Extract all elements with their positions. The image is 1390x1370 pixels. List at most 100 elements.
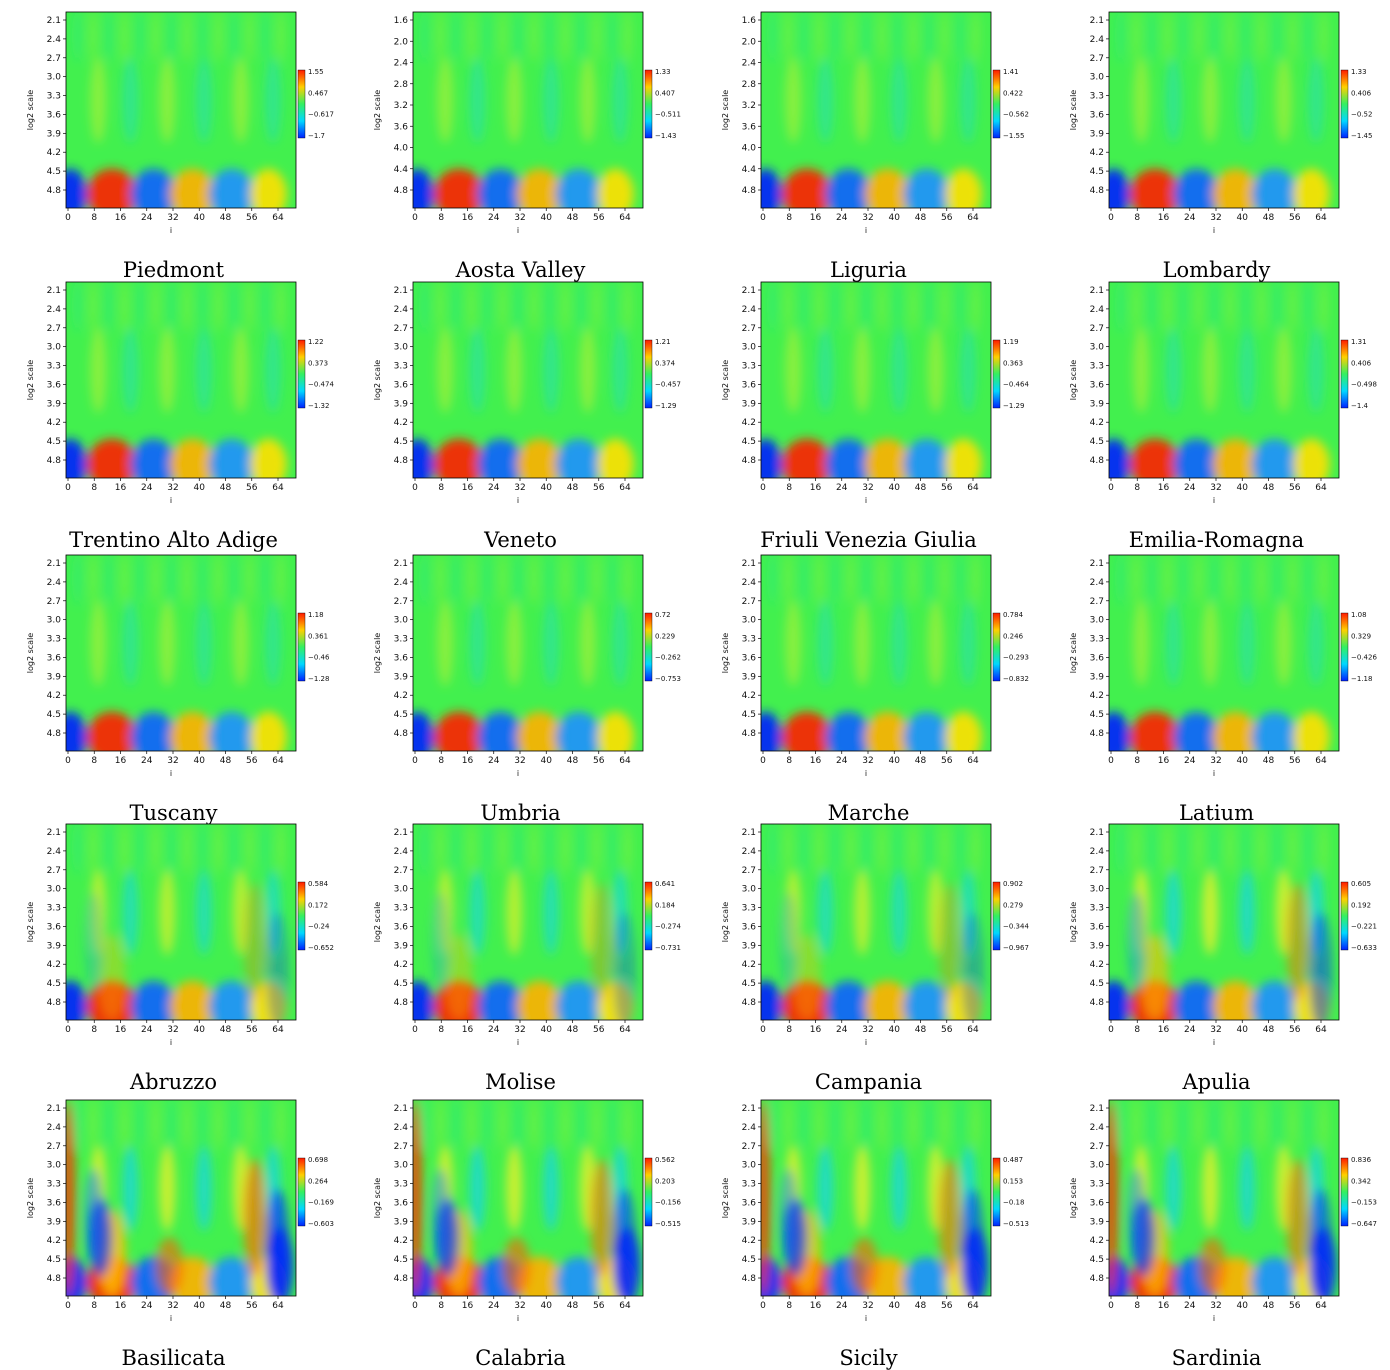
y-tick-label: 3.0	[47, 885, 62, 895]
colorbar-tick-label: 0.153	[1003, 1177, 1023, 1185]
y-tick-label: 3.6	[47, 1198, 62, 1208]
heatmap-veneto: 2.1 2.4 2.7 3.0 3.3 3.6 3.9 4.2 4.5 4.8 0 8 16 24 32 40…	[373, 281, 681, 505]
colorbar-tick-label: 0.363	[1003, 359, 1023, 367]
y-tick-label: 2.1	[47, 1104, 61, 1114]
x-tick-label: 24	[141, 1301, 153, 1311]
y-tick-label: 3.3	[742, 635, 756, 645]
x-tick-label: 64	[967, 483, 979, 493]
y-tick-label: 2.1	[47, 16, 61, 26]
heatmap-piedmont: 2.1 2.4 2.7 3.0 3.3 3.6 3.9 4.2 4.5 4.8 0 8 16 24 32 40…	[26, 11, 334, 235]
x-tick-label: 32	[514, 1025, 525, 1035]
x-tick-label: 16	[115, 1025, 127, 1035]
x-tick-label: 24	[488, 483, 500, 493]
colorbar-tick-label: 1.19	[1003, 338, 1019, 346]
x-tick-label: 16	[115, 483, 127, 493]
x-tick-label: 8	[786, 1025, 792, 1035]
x-tick-label: 64	[967, 756, 979, 766]
y-tick-label: 2.1	[47, 828, 61, 838]
y-tick-label: 3.6	[742, 653, 757, 663]
region-title: Latium	[1178, 801, 1255, 825]
region-title: Sardinia	[1171, 1346, 1262, 1370]
x-tick-label: 48	[567, 213, 579, 223]
x-tick-label: 0	[65, 1301, 71, 1311]
y-tick-label: 3.6	[394, 122, 409, 132]
colorbar-tick-label: −0.617	[308, 111, 334, 119]
x-tick-label: 0	[760, 756, 766, 766]
y-axis-label: log2 scale	[1069, 90, 1078, 131]
x-axis-label: i	[865, 1314, 867, 1323]
colorbar	[992, 612, 1001, 682]
colorbar-tick-label: −0.498	[1351, 381, 1377, 389]
colorbar-tick-label: 0.342	[1351, 1177, 1371, 1185]
y-tick-label: 3.3	[47, 635, 61, 645]
y-tick-label: 2.7	[1090, 324, 1104, 334]
colorbar-tick-label: 0.203	[655, 1177, 675, 1185]
y-tick-label: 3.3	[394, 904, 408, 914]
panel-liguria: 1.6 2.0 2.4 2.8 3.2 3.6 4.0 4.4 4.8 0 8 16 24 32 40 48 5…	[695, 0, 1042, 282]
colorbar	[644, 612, 653, 682]
colorbar-tick-label: 1.55	[308, 68, 324, 76]
x-tick-label: 0	[1108, 213, 1114, 223]
x-tick-label: 40	[889, 756, 901, 766]
colorbar-tick-label: −0.753	[655, 675, 681, 683]
x-tick-label: 8	[438, 213, 444, 223]
x-tick-label: 32	[167, 213, 178, 223]
y-tick-label: 3.9	[1090, 941, 1105, 951]
region-title: Emilia-Romagna	[1128, 528, 1305, 552]
x-axis-label: i	[1213, 1038, 1215, 1047]
x-tick-label: 40	[1237, 1301, 1249, 1311]
region-title: Calabria	[475, 1346, 566, 1370]
y-tick-label: 3.6	[394, 653, 409, 663]
x-tick-label: 0	[65, 213, 71, 223]
colorbar-tick-label: 0.72	[655, 611, 671, 619]
heatmap-basilicata: 2.1 2.4 2.7 3.0 3.3 3.6 3.9 4.2 4.5 4.8 0 8 16 24 32 40…	[26, 1099, 334, 1323]
y-tick-label: 2.7	[742, 597, 756, 607]
y-tick-label: 4.5	[742, 710, 756, 720]
colorbar-tick-label: 0.698	[308, 1156, 328, 1164]
y-tick-label: 3.6	[47, 110, 62, 120]
y-tick-label: 3.0	[394, 1161, 409, 1171]
x-tick-label: 16	[1158, 1025, 1170, 1035]
heatmap-aosta-valley: 1.6 2.0 2.4 2.8 3.2 3.6 4.0 4.4 4.8 0 8 16 24 32 40 48 5…	[373, 11, 681, 235]
y-tick-label: 4.2	[394, 1236, 408, 1246]
x-tick-label: 8	[786, 483, 792, 493]
colorbar-tick-label: 0.605	[1351, 880, 1371, 888]
y-tick-label: 2.7	[1090, 54, 1104, 64]
region-title: Lombardy	[1162, 258, 1271, 282]
y-tick-label: 2.7	[47, 1142, 61, 1152]
y-tick-label: 3.0	[394, 885, 409, 895]
y-tick-label: 4.2	[47, 148, 61, 158]
y-tick-label: 3.9	[742, 941, 757, 951]
y-tick-label: 2.0	[742, 37, 757, 47]
y-tick-label: 2.4	[394, 847, 409, 857]
colorbar-tick-label: 0.264	[308, 1177, 329, 1185]
x-tick-label: 24	[1184, 1301, 1196, 1311]
x-tick-label: 0	[412, 1025, 418, 1035]
x-tick-label: 8	[1134, 756, 1140, 766]
y-tick-label: 2.1	[742, 286, 756, 296]
x-tick-label: 56	[941, 1301, 953, 1311]
y-tick-label: 3.9	[394, 1217, 409, 1227]
x-tick-label: 56	[246, 1025, 258, 1035]
x-tick-label: 64	[1315, 756, 1327, 766]
y-tick-label: 3.0	[47, 1161, 62, 1171]
y-tick-label: 4.2	[742, 418, 756, 428]
x-tick-label: 24	[488, 756, 500, 766]
x-tick-label: 8	[91, 756, 97, 766]
y-tick-label: 3.9	[1090, 129, 1105, 139]
x-tick-label: 40	[194, 1025, 206, 1035]
y-tick-label: 2.4	[394, 1123, 409, 1133]
y-tick-label: 4.5	[1090, 710, 1104, 720]
x-tick-label: 16	[462, 213, 474, 223]
y-tick-label: 2.7	[47, 324, 61, 334]
colorbar-tick-label: −0.515	[655, 1220, 681, 1228]
x-tick-label: 24	[141, 213, 153, 223]
x-tick-label: 48	[220, 1025, 232, 1035]
x-tick-label: 40	[1237, 756, 1249, 766]
y-axis-label: log2 scale	[373, 633, 382, 674]
panel-lombardy: 2.1 2.4 2.7 3.0 3.3 3.6 3.9 4.2 4.5 4.8 0 8 16 24 32 40…	[1043, 0, 1390, 282]
y-tick-label: 3.3	[47, 92, 61, 102]
heatmap-trentino-alto-adige: 2.1 2.4 2.7 3.0 3.3 3.6 3.9 4.2 4.5 4.8 0 8 16 24 32 40…	[26, 281, 334, 505]
y-tick-label: 3.6	[1090, 653, 1105, 663]
y-tick-label: 2.1	[394, 828, 408, 838]
